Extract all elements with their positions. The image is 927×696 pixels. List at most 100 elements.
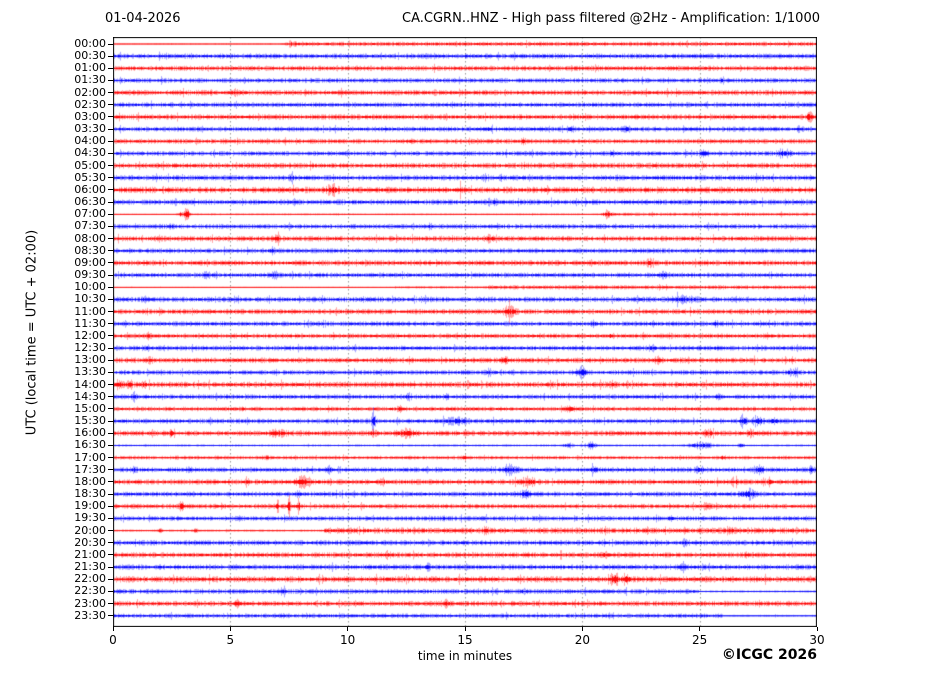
y-tick-mark [108, 578, 113, 580]
y-tick-mark [108, 165, 113, 167]
x-tick-label: 20 [574, 633, 590, 647]
y-tick-mark [108, 311, 113, 313]
y-tick-mark [108, 323, 113, 325]
y-tick-label: 22:30 [74, 584, 106, 598]
y-tick-label: 08:30 [74, 243, 106, 257]
y-tick-label: 03:00 [74, 109, 106, 123]
y-tick-label: 11:30 [74, 316, 106, 330]
x-tick-mark [229, 627, 231, 631]
y-tick-mark [108, 201, 113, 203]
y-tick-label: 06:30 [74, 195, 106, 209]
seismogram-traces-canvas [113, 37, 817, 627]
y-tick-mark [108, 481, 113, 483]
y-tick-label: 05:00 [74, 158, 106, 172]
y-tick-mark [108, 469, 113, 471]
y-tick-mark [108, 359, 113, 361]
x-tick-label: 30 [809, 633, 825, 647]
y-tick-label: 07:00 [74, 207, 106, 221]
y-tick-label: 14:00 [74, 377, 106, 391]
y-tick-label: 00:30 [74, 49, 106, 63]
y-tick-label: 04:30 [74, 146, 106, 160]
y-tick-label: 09:30 [74, 268, 106, 282]
y-tick-label: 18:30 [74, 487, 106, 501]
y-tick-label: 13:30 [74, 365, 106, 379]
y-tick-label: 14:30 [74, 389, 106, 403]
y-tick-label: 21:00 [74, 547, 106, 561]
y-tick-mark [108, 384, 113, 386]
y-tick-label: 23:00 [74, 596, 106, 610]
y-tick-label: 18:00 [74, 474, 106, 488]
y-tick-mark [108, 432, 113, 434]
y-tick-mark [108, 225, 113, 227]
y-tick-mark [108, 274, 113, 276]
y-tick-mark [108, 67, 113, 69]
y-tick-label: 02:30 [74, 97, 106, 111]
y-tick-mark [108, 530, 113, 532]
x-tick-mark [816, 627, 818, 631]
y-tick-label: 20:30 [74, 535, 106, 549]
y-tick-label: 23:30 [74, 608, 106, 622]
y-tick-label: 16:00 [74, 426, 106, 440]
x-tick-label: 0 [109, 633, 117, 647]
y-tick-mark [108, 286, 113, 288]
y-tick-mark [108, 396, 113, 398]
y-tick-mark [108, 493, 113, 495]
y-tick-label: 09:00 [74, 255, 106, 269]
y-tick-mark [108, 140, 113, 142]
x-tick-label: 15 [457, 633, 473, 647]
y-tick-label: 13:00 [74, 353, 106, 367]
x-tick-mark [581, 627, 583, 631]
y-tick-mark [108, 128, 113, 130]
x-axis-label: time in minutes [417, 649, 513, 663]
y-tick-label: 12:00 [74, 328, 106, 342]
y-tick-mark [108, 615, 113, 617]
y-tick-label: 05:30 [74, 170, 106, 184]
y-tick-mark [108, 177, 113, 179]
y-tick-label: 21:30 [74, 560, 106, 574]
y-tick-label: 17:30 [74, 462, 106, 476]
y-tick-label: 22:00 [74, 572, 106, 586]
y-tick-mark [108, 517, 113, 519]
y-tick-mark [108, 408, 113, 410]
y-tick-mark [108, 104, 113, 106]
y-tick-label: 02:00 [74, 85, 106, 99]
y-tick-label: 10:00 [74, 280, 106, 294]
y-tick-mark [108, 92, 113, 94]
y-tick-mark [108, 298, 113, 300]
plot-main-title: CA.CGRN..HNZ - High pass filtered @2Hz -… [402, 11, 820, 26]
y-tick-mark [108, 189, 113, 191]
x-tick-label: 10 [340, 633, 356, 647]
y-tick-label: 20:00 [74, 523, 106, 537]
x-tick-mark [347, 627, 349, 631]
y-tick-mark [108, 79, 113, 81]
y-tick-label: 06:00 [74, 182, 106, 196]
x-tick-mark [699, 627, 701, 631]
y-tick-mark [108, 566, 113, 568]
y-tick-mark [108, 335, 113, 337]
y-tick-mark [108, 55, 113, 57]
y-tick-mark [108, 262, 113, 264]
y-tick-label: 07:30 [74, 219, 106, 233]
y-tick-label: 15:00 [74, 401, 106, 415]
y-tick-label: 10:30 [74, 292, 106, 306]
y-tick-mark [108, 603, 113, 605]
y-tick-mark [108, 43, 113, 45]
y-tick-label: 03:30 [74, 122, 106, 136]
y-tick-label: 15:30 [74, 414, 106, 428]
y-tick-mark [108, 457, 113, 459]
y-tick-label: 08:00 [74, 231, 106, 245]
y-tick-mark [108, 116, 113, 118]
y-tick-mark [108, 554, 113, 556]
y-tick-mark [108, 371, 113, 373]
y-tick-mark [108, 250, 113, 252]
y-tick-mark [108, 420, 113, 422]
y-tick-mark [108, 347, 113, 349]
y-tick-mark [108, 238, 113, 240]
y-tick-mark [108, 590, 113, 592]
x-tick-label: 5 [226, 633, 235, 647]
y-tick-mark [108, 505, 113, 507]
plot-date-title: 01-04-2026 [105, 11, 181, 26]
y-tick-label: 01:00 [74, 61, 106, 75]
y-tick-mark [108, 213, 113, 215]
